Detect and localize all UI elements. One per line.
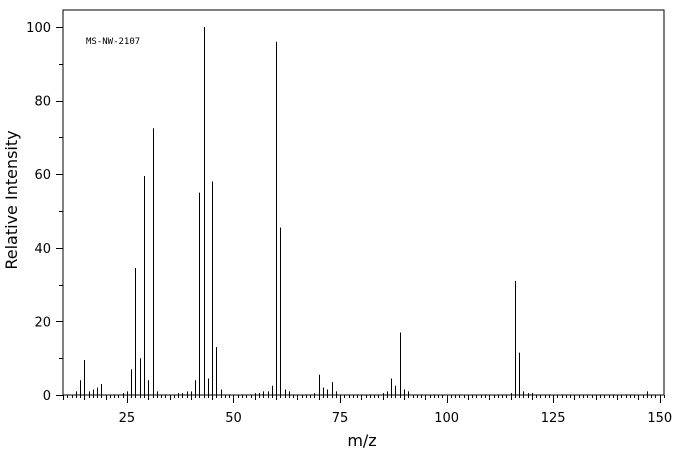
x-tick-label: 25 xyxy=(119,411,136,426)
x-tick-label: 75 xyxy=(332,411,349,426)
y-tick-label: 40 xyxy=(34,242,51,257)
x-tick-label: 150 xyxy=(647,411,672,426)
y-tick-label: 80 xyxy=(34,95,51,110)
sample-annotation: MS-NW-2107 xyxy=(86,37,140,47)
x-tick-label: 50 xyxy=(225,411,242,426)
x-tick-label: 125 xyxy=(541,411,566,426)
y-axis-title: Relative Intensity xyxy=(2,130,21,269)
x-axis-title: m/z xyxy=(347,431,376,450)
y-tick-label: 100 xyxy=(26,21,51,36)
x-tick-label: 100 xyxy=(434,411,459,426)
x-axis-ticks: 25 50 75 100 125 150 xyxy=(63,395,672,426)
y-axis-ticks: 0 20 40 60 80 100 xyxy=(26,21,63,404)
peak-bars xyxy=(76,27,648,395)
plot-frame xyxy=(62,9,665,396)
y-tick-label: 20 xyxy=(34,315,51,330)
y-tick-label: 60 xyxy=(34,168,51,183)
y-tick-label: 0 xyxy=(43,389,51,404)
